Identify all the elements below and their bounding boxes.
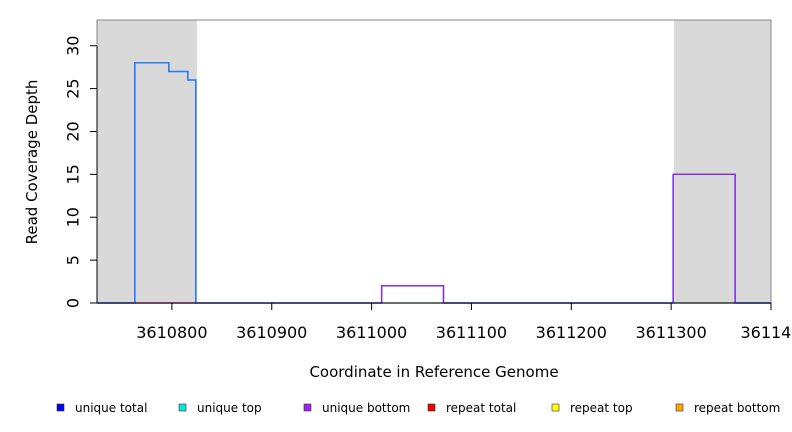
y-tick-label: 10 (64, 207, 83, 227)
shaded-region-1 (97, 20, 197, 303)
legend-marker-unique-bottom (303, 403, 312, 412)
legend-marker-unique-top (178, 403, 187, 412)
y-tick-label: 5 (64, 255, 83, 265)
legend: unique total unique top unique bottom repea… (56, 401, 780, 415)
y-axis-title: Read Coverage Depth (23, 80, 41, 245)
x-axis-title: Coordinate in Reference Genome (309, 363, 558, 381)
x-axis: 3610800 3610900 3611000 3611100 3611200 36113… (97, 302, 792, 342)
shaded-region-2 (674, 20, 771, 303)
plot-frame (96, 19, 772, 304)
series-line-unique-bottom (97, 173, 771, 304)
legend-label-unique-bottom: unique bottom (322, 401, 410, 415)
legend-marker-unique-total (56, 403, 65, 412)
y-tick-label: 25 (64, 78, 83, 98)
legend-label-repeat-top: repeat top (570, 401, 633, 415)
x-tick-label: 3611200 (536, 323, 607, 342)
y-tick-label: 30 (64, 36, 83, 56)
series-lines (97, 62, 771, 304)
shaded-regions (97, 20, 771, 303)
y-tick-label: 20 (64, 121, 83, 141)
series-line-unique-top (97, 62, 771, 304)
x-tick-label: 3611300 (636, 323, 707, 342)
legend-marker-repeat-bottom (675, 403, 684, 412)
legend-marker-repeat-top (551, 403, 560, 412)
x-tick-label: 3611100 (436, 323, 507, 342)
x-tick-label: 3610800 (136, 323, 207, 342)
legend-label-unique-total: unique total (75, 401, 147, 415)
x-tick-label: 3611000 (336, 323, 407, 342)
x-tick-label: 361140 (740, 323, 792, 342)
legend-label-unique-top: unique top (197, 401, 262, 415)
legend-label-repeat-bottom: repeat bottom (694, 401, 780, 415)
x-tick-label: 3610900 (236, 323, 307, 342)
series-line-unique-total (97, 62, 771, 304)
y-axis: 0 5 10 15 20 25 30 (64, 36, 98, 308)
legend-marker-repeat-total (427, 403, 436, 412)
y-tick-label: 15 (64, 164, 83, 184)
legend-label-repeat-total: repeat total (446, 401, 516, 415)
y-tick-label: 0 (64, 298, 83, 308)
